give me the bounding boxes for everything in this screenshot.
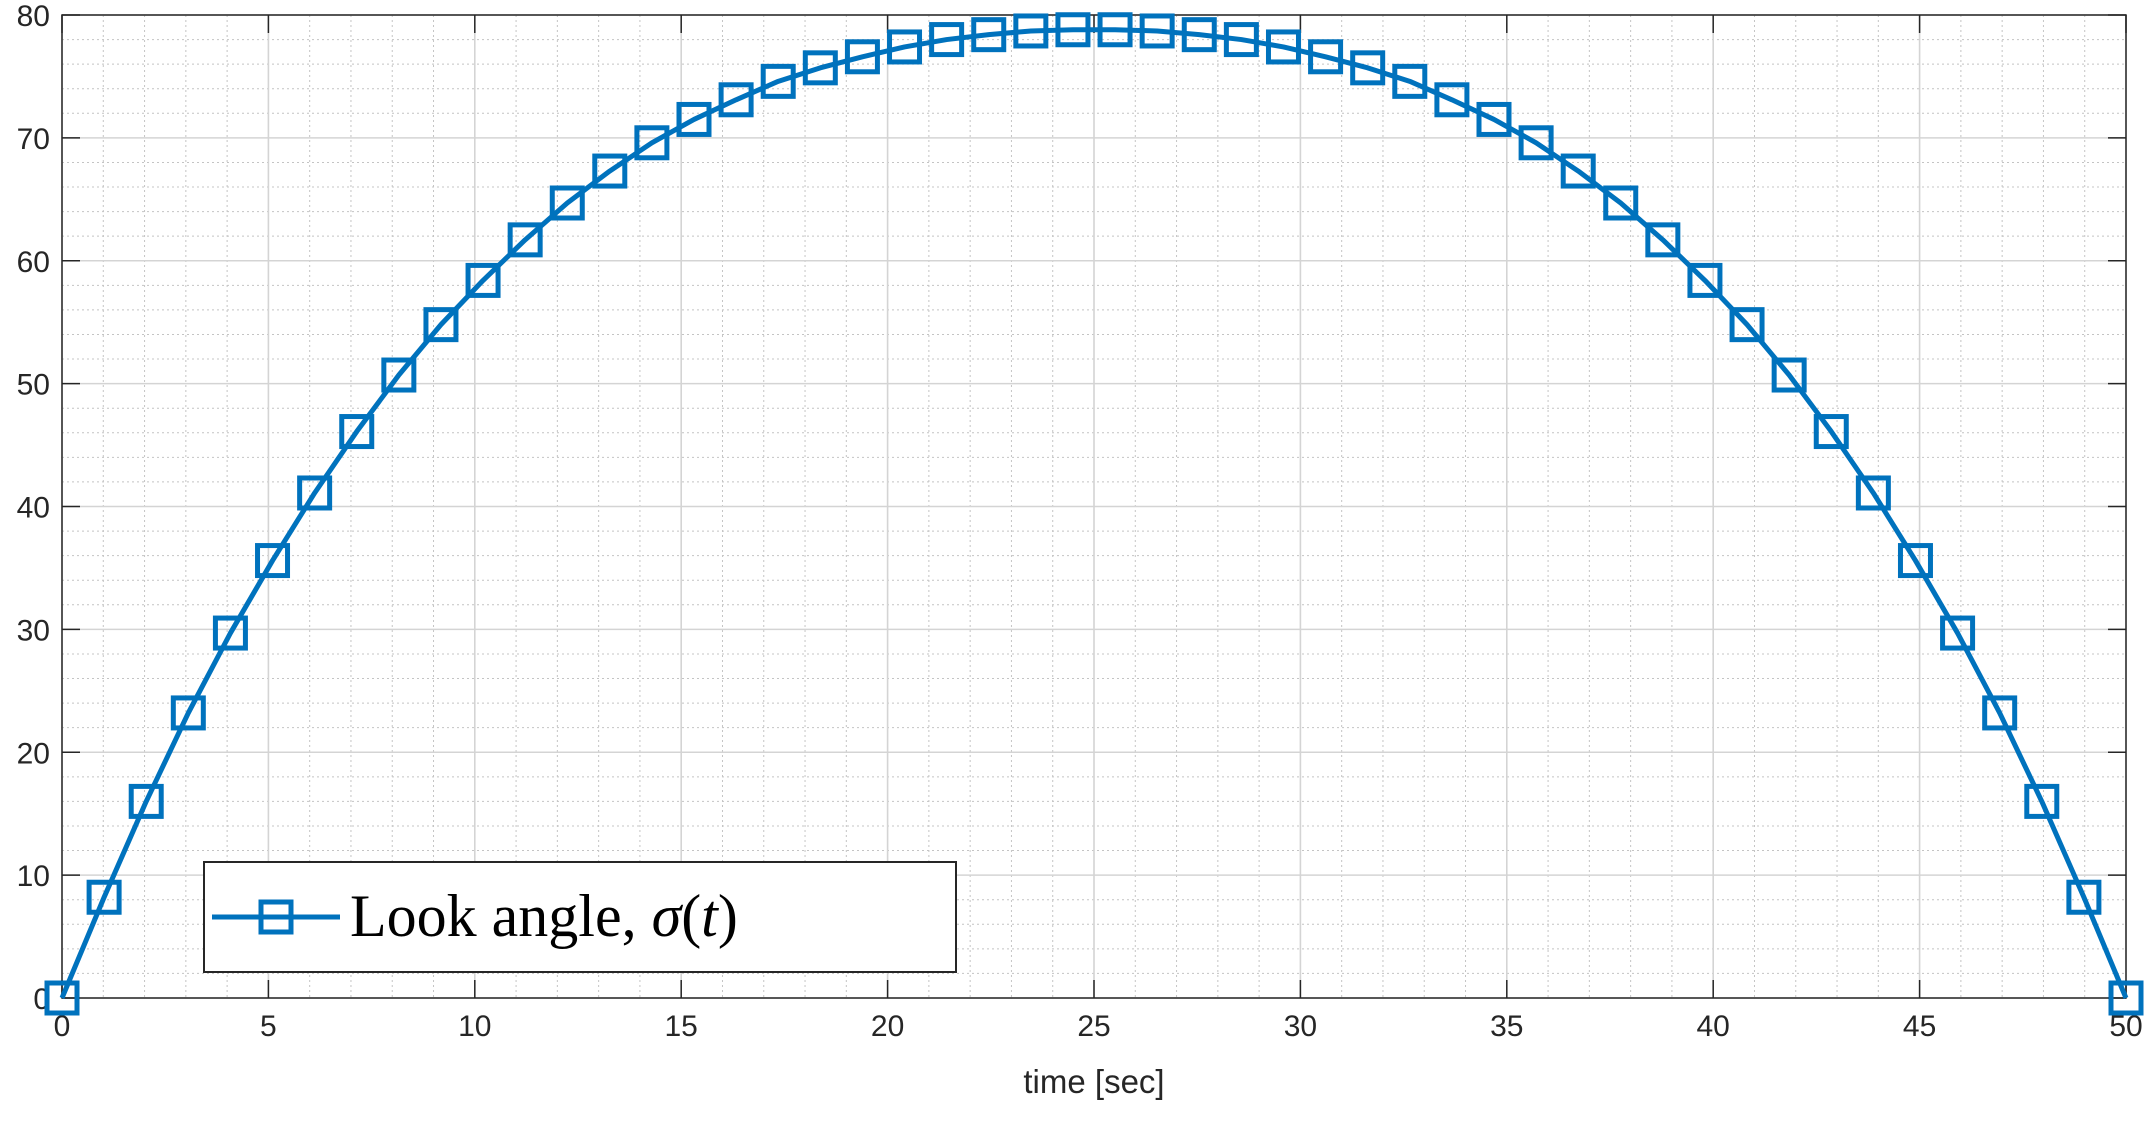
x-tick-label: 45 bbox=[1903, 1010, 1936, 1043]
data-point-marker bbox=[592, 153, 628, 189]
x-tick-label: 40 bbox=[1697, 1010, 1730, 1043]
y-tick-label: 30 bbox=[17, 614, 50, 647]
data-point-marker bbox=[255, 543, 291, 579]
data-point-marker bbox=[1308, 39, 1344, 75]
data-point-marker bbox=[1181, 17, 1217, 53]
data-point-marker bbox=[1603, 185, 1639, 221]
data-point-marker bbox=[1897, 543, 1933, 579]
x-tick-labels: 0 5 10 15 20 25 30 35 40 45 50 bbox=[54, 1010, 2143, 1043]
data-point-marker bbox=[1855, 475, 1891, 511]
data-point-marker bbox=[423, 307, 459, 343]
y-tick-label: 50 bbox=[17, 369, 50, 402]
data-point-marker bbox=[170, 695, 206, 731]
data-point-marker bbox=[1940, 615, 1976, 651]
data-point-marker bbox=[212, 615, 248, 651]
y-tick-label: 70 bbox=[17, 123, 50, 156]
legend-label-open-paren: ( bbox=[681, 883, 701, 949]
data-point-marker bbox=[1013, 13, 1049, 49]
data-point-marker bbox=[1265, 29, 1301, 65]
data-point-marker bbox=[676, 101, 712, 137]
data-point-marker bbox=[1223, 22, 1259, 58]
data-point-marker bbox=[1729, 307, 1765, 343]
data-point-marker bbox=[1139, 13, 1175, 49]
x-tick-label: 15 bbox=[665, 1010, 698, 1043]
data-point-marker bbox=[1097, 12, 1133, 48]
x-tick-label: 0 bbox=[54, 1010, 71, 1043]
series-group bbox=[44, 12, 2144, 1016]
data-point-marker bbox=[929, 22, 965, 58]
data-point-marker bbox=[1055, 12, 1091, 48]
data-point-marker bbox=[1476, 101, 1512, 137]
legend: Look angle, σ(t) bbox=[203, 861, 957, 973]
data-point-marker bbox=[1645, 222, 1681, 258]
y-tick-label: 10 bbox=[17, 860, 50, 893]
legend-label-close-paren: ) bbox=[718, 883, 738, 949]
data-point-marker bbox=[1560, 153, 1596, 189]
data-point-marker bbox=[1434, 82, 1470, 118]
x-axis-title: time [sec] bbox=[1023, 1063, 1164, 1100]
tick-marks bbox=[61, 14, 2127, 999]
data-point-marker bbox=[465, 262, 501, 298]
y-tick-label: 60 bbox=[17, 246, 50, 279]
data-point-marker bbox=[297, 475, 333, 511]
data-point-marker bbox=[844, 39, 880, 75]
x-tick-label: 5 bbox=[260, 1010, 277, 1043]
data-point-marker bbox=[718, 82, 754, 118]
series-line bbox=[59, 27, 2129, 999]
data-point-marker bbox=[128, 783, 164, 819]
y-tick-label: 40 bbox=[17, 492, 50, 525]
legend-label: Look angle, σ(t) bbox=[350, 883, 738, 949]
data-point-marker bbox=[2066, 879, 2102, 915]
y-tick-label: 20 bbox=[17, 737, 50, 770]
data-point-marker bbox=[339, 414, 375, 450]
data-point-marker bbox=[381, 357, 417, 393]
data-point-marker bbox=[1813, 414, 1849, 450]
data-point-marker bbox=[86, 879, 122, 915]
y-tick-label: 80 bbox=[17, 0, 50, 33]
data-point-marker bbox=[1771, 357, 1807, 393]
x-tick-label: 30 bbox=[1284, 1010, 1317, 1043]
legend-marker-sample bbox=[258, 899, 294, 935]
legend-label-text: Look angle, bbox=[350, 883, 652, 949]
legend-label-symbol: σ bbox=[652, 883, 684, 949]
x-tick-label: 25 bbox=[1077, 1010, 1110, 1043]
x-tick-label: 20 bbox=[871, 1010, 904, 1043]
legend-label-variable: t bbox=[701, 883, 719, 949]
data-point-marker bbox=[549, 185, 585, 221]
x-tick-label: 35 bbox=[1490, 1010, 1523, 1043]
data-point-marker bbox=[634, 125, 670, 161]
data-point-marker bbox=[887, 29, 923, 65]
data-point-marker bbox=[1518, 125, 1554, 161]
data-point-marker bbox=[1982, 695, 2018, 731]
data-point-marker bbox=[507, 222, 543, 258]
data-point-marker bbox=[2024, 783, 2060, 819]
x-tick-label: 10 bbox=[458, 1010, 491, 1043]
data-point-marker bbox=[1392, 63, 1428, 99]
data-point-marker bbox=[2108, 980, 2144, 1016]
data-point-marker bbox=[760, 63, 796, 99]
data-point-marker bbox=[1687, 262, 1723, 298]
data-point-marker bbox=[44, 980, 80, 1016]
data-point-marker bbox=[971, 17, 1007, 53]
data-point-marker bbox=[802, 50, 838, 86]
data-point-marker bbox=[1350, 50, 1386, 86]
